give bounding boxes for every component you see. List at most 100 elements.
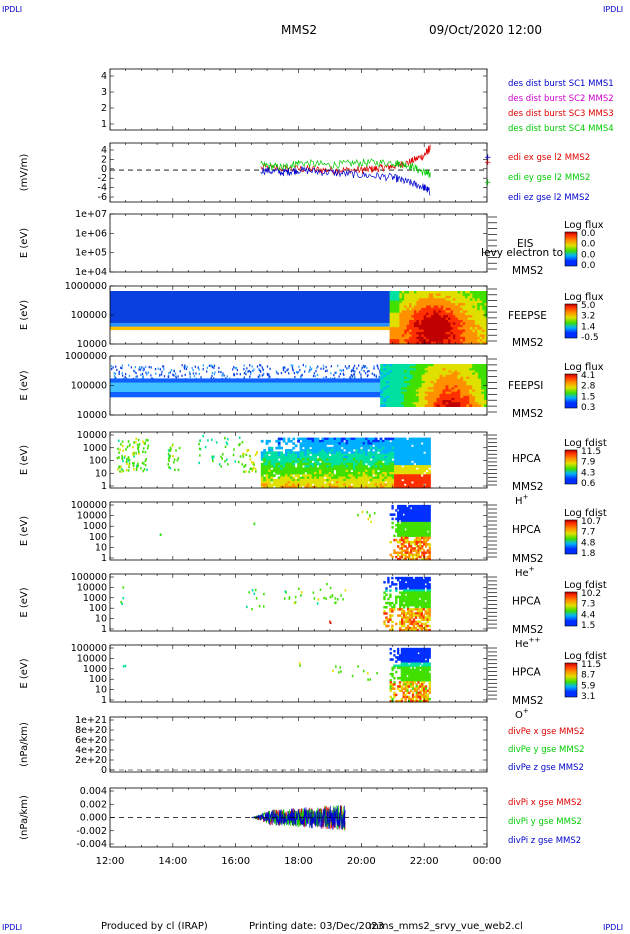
panel-feepsi-speckle xyxy=(316,373,319,377)
panel-hpca-h-cell xyxy=(408,449,412,452)
panel-feepse-cell xyxy=(396,305,400,309)
panel-hpca-h-cell xyxy=(338,471,342,475)
panel-hpca-h-cell xyxy=(326,476,330,480)
panel-hpca-he-cell xyxy=(423,504,426,508)
panel-hpca-hepp-cell xyxy=(404,589,408,592)
panel-feepse-cell xyxy=(472,291,476,294)
panel-hpca-hepp-cell xyxy=(383,595,386,599)
panel-feepsi-cell xyxy=(436,393,441,397)
panel-hpca-h-cell xyxy=(311,455,315,459)
panel-hpca-he-cell xyxy=(413,557,416,561)
panel-hpca-h-cell xyxy=(302,442,305,445)
panel-hpca-h-cell xyxy=(389,437,393,441)
panel-feepse-cell xyxy=(467,300,471,304)
panel-feepsi-cell xyxy=(418,378,423,382)
panel-feepse-cell xyxy=(482,315,486,318)
panel-hpca-h-cell xyxy=(348,449,351,452)
panel-feepse-cell xyxy=(450,336,454,340)
panel-feepsi-cell xyxy=(466,368,470,371)
panel-feepse-cell xyxy=(411,291,415,294)
panel-feepsi-cell xyxy=(442,387,446,390)
panel-hpca-h-cell xyxy=(406,485,410,489)
panel-hpca-h-cell xyxy=(384,444,388,448)
panel-feepse-cell xyxy=(462,334,466,338)
panel-edi-y-label: (mV/m) xyxy=(19,154,30,192)
panel-hpca-h-cell xyxy=(350,455,354,459)
panel-hpca-h-cell xyxy=(314,449,317,452)
panel-eis-colorbar-title: Log flux xyxy=(564,220,604,231)
panel-feepse-cell xyxy=(399,315,403,318)
panel-hpca-he-cell xyxy=(391,517,394,521)
panel-hpca-h-cell xyxy=(360,476,363,480)
panel-feepse-cell xyxy=(423,327,427,331)
panel-hpca-h-cell xyxy=(391,453,395,457)
panel-hpca-h-cell xyxy=(338,481,342,484)
panel-hpca-h-cell xyxy=(386,476,390,480)
panel-feepsi-speckle xyxy=(135,375,137,379)
panel-hpca-h-cell xyxy=(352,455,356,459)
panel-hpca-he-cell xyxy=(400,519,404,523)
panel-feepse-cell xyxy=(404,336,408,340)
panel-feepse-cell xyxy=(479,331,483,335)
panel-hpca-h-cell xyxy=(374,458,378,461)
panel-hpca-h-point xyxy=(128,443,131,446)
panel-feepsi-cell xyxy=(466,385,470,388)
panel-hpca-he-cell xyxy=(411,528,415,531)
panel-hpca-hepp-cell xyxy=(395,589,398,592)
panel-hpca-h-cell xyxy=(357,483,361,487)
panel-feepsi-speckle xyxy=(288,372,290,375)
panel-feepse-cell xyxy=(421,293,425,297)
panel-feepse-cell xyxy=(421,329,425,333)
panel-feepsi-cell xyxy=(475,374,479,378)
panel-hpca-h-point xyxy=(238,443,240,447)
panel-feepse-cell xyxy=(430,295,434,299)
panel-feepse-cell xyxy=(416,319,420,323)
panel-feepsi-cell xyxy=(451,385,455,388)
panel-hpca-h-cell xyxy=(362,460,366,464)
panel-hpca-h-cell xyxy=(299,471,303,475)
panel-feepse-cell xyxy=(472,339,476,343)
panel-hpca-h-cell xyxy=(316,476,320,480)
panel-hpca-he-cell xyxy=(398,538,402,542)
panel-hpca-h-cell xyxy=(415,442,419,445)
panel-hpca-hepp-cell xyxy=(385,587,388,590)
panel-hpca-h-cell xyxy=(289,458,293,461)
panel-feepsi-speckle xyxy=(333,377,336,380)
panel-hpca-h-cell xyxy=(369,451,373,455)
panel-feepsi-cell xyxy=(463,387,467,390)
panel-feepse-cell xyxy=(479,336,483,340)
panel-hpca-he-cell xyxy=(402,504,405,508)
panel-hpca-h-cell xyxy=(292,460,296,464)
panel-hpca-h-cell xyxy=(331,453,334,457)
panel-hpca-h-cell xyxy=(357,453,361,457)
panel-hpca-h-cell xyxy=(420,469,424,473)
panel-hpca-h-point xyxy=(147,444,150,447)
panel-feepse-cell xyxy=(430,329,434,333)
panel-hpca-h-cell xyxy=(398,437,402,441)
panel-hpca-h-cell xyxy=(328,458,332,461)
panel-hpca-h-cell xyxy=(326,449,330,452)
panel-hpca-h-cell xyxy=(377,465,380,468)
panel-feepsi-cell xyxy=(424,366,429,369)
panel-hpca-h-cell xyxy=(323,439,327,443)
panel-feepsi-speckle xyxy=(354,376,356,380)
panel-hpca-hepp-cell xyxy=(416,578,420,582)
panel-feepse-cell xyxy=(411,319,415,323)
panel-hpca-h-point xyxy=(226,437,229,441)
panel-feepsi-cell xyxy=(430,404,435,407)
panel-hpca-he-cell xyxy=(423,549,426,552)
panel-hpca-he-cell xyxy=(391,504,394,508)
panel-hpca-hepp-cell xyxy=(389,628,392,632)
panel-hpca-h-cell xyxy=(406,469,410,473)
panel-feepse-cell xyxy=(484,341,488,345)
panel-feepse-cell xyxy=(404,315,408,318)
panel-feepse-cell xyxy=(409,298,413,302)
panel-hpca-he-cell xyxy=(404,515,407,519)
panel-hpca-h-cell xyxy=(413,469,417,473)
panel-hpca-h-cell xyxy=(282,476,286,480)
panel-feepsi-cell xyxy=(466,393,470,397)
panel-feepse-cell xyxy=(413,329,417,333)
panel-feepse-cell xyxy=(394,324,398,328)
panel-feepse-cell xyxy=(404,291,408,294)
panel-hpca-h-cell xyxy=(270,469,274,473)
